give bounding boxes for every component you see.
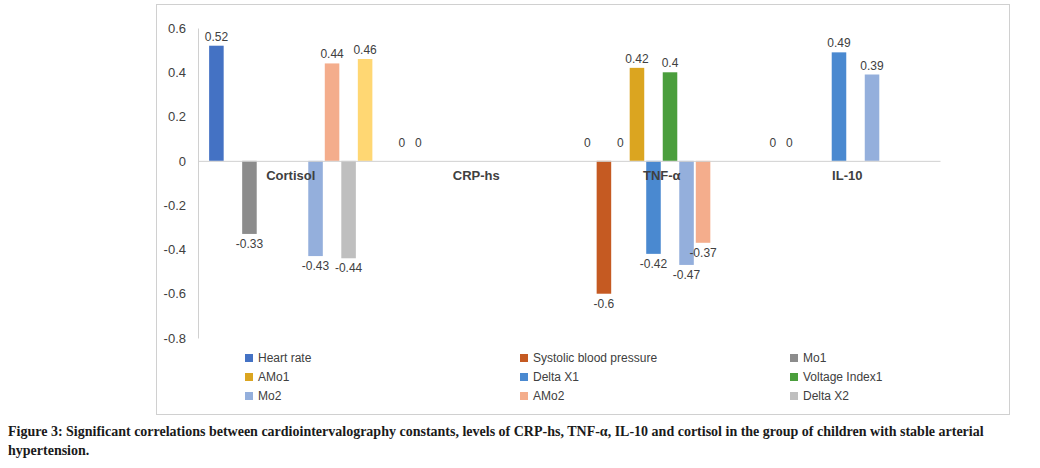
legend-item: Mo2 <box>245 389 282 403</box>
legend-item: Delta X2 <box>790 389 849 403</box>
legend-label: Mo1 <box>803 351 827 365</box>
y-tick-label: 0.4 <box>168 65 186 80</box>
y-tick: 0.2 <box>168 109 198 124</box>
y-tick-label: 0.2 <box>168 109 186 124</box>
data-label: -0.37 <box>689 246 717 260</box>
y-tick: 0.4 <box>168 65 198 80</box>
legend-swatch <box>790 373 798 381</box>
bar <box>242 161 257 234</box>
caption-line: hypertension. <box>8 443 89 458</box>
data-label: 0 <box>617 136 624 150</box>
bar <box>325 63 340 160</box>
data-label: 0 <box>399 136 406 150</box>
y-tick-label: -0.4 <box>164 242 186 257</box>
y-tick-label: -0.2 <box>164 198 186 213</box>
bar <box>663 72 678 161</box>
x-tick-label: IL-10 <box>832 168 862 183</box>
background <box>0 0 1040 468</box>
data-label: 0 <box>415 136 422 150</box>
bars <box>209 46 879 294</box>
caption: Figure 3: Significant correlations betwe… <box>8 424 984 458</box>
data-label: -0.47 <box>673 268 701 282</box>
bar <box>696 161 711 243</box>
data-label: 0 <box>786 136 793 150</box>
bar <box>832 52 847 161</box>
data-label: 0.42 <box>625 52 649 66</box>
chart-frame <box>157 5 1010 415</box>
bar <box>341 161 356 258</box>
legend-label: Systolic blood pressure <box>533 351 657 365</box>
legend-swatch <box>520 354 528 362</box>
data-label: 0 <box>770 136 777 150</box>
data-label: 0 <box>584 136 591 150</box>
legend-swatch <box>520 373 528 381</box>
legend: Heart rate Systolic blood pressure Mo1 AMo1… <box>245 351 883 403</box>
bar <box>209 46 224 161</box>
legend-label: Heart rate <box>258 351 312 365</box>
y-tick: -0.6 <box>164 286 198 301</box>
legend-label: Delta X2 <box>803 389 849 403</box>
y-tick: -0.2 <box>164 198 198 213</box>
y-tick-label: 0.6 <box>168 21 186 36</box>
legend-item: Voltage Index1 <box>790 370 883 384</box>
legend-swatch <box>790 354 798 362</box>
data-label: 0.52 <box>205 30 229 44</box>
data-label: 0.39 <box>860 59 884 73</box>
legend-label: Delta X1 <box>533 370 579 384</box>
legend-item: Heart rate <box>245 351 312 365</box>
y-tick: -0.8 <box>164 331 198 346</box>
y-tick-label: -0.8 <box>164 331 186 346</box>
y-tick-label: 0 <box>179 154 186 169</box>
legend-swatch <box>245 392 253 400</box>
y-tick: -0.4 <box>164 242 198 257</box>
legend-label: Voltage Index1 <box>803 370 883 384</box>
legend-label: AMo2 <box>533 389 565 403</box>
x-axis-line <box>199 161 941 162</box>
legend-swatch <box>790 392 798 400</box>
legend-label: AMo1 <box>258 370 290 384</box>
data-label: -0.33 <box>236 237 264 251</box>
x-tick-label: Cortisol <box>266 168 315 183</box>
legend-swatch <box>245 354 253 362</box>
data-labels: 0.520000-0.60-0.3300.42-0.420.490.4-0.43… <box>205 30 884 311</box>
x-tick: IL-10 <box>832 161 862 183</box>
legend-item: AMo1 <box>245 370 290 384</box>
chart-svg: -0.8 -0.6 -0.4 -0.2 0 0.2 0.4 0.6 Cortisol CRP-hs… <box>0 0 1040 468</box>
data-label: -0.6 <box>594 297 615 311</box>
x-tick: TNF-α <box>643 161 681 183</box>
bar <box>358 59 373 161</box>
y-tick: 0.6 <box>168 21 198 36</box>
data-label: -0.42 <box>640 257 668 271</box>
y-tick: 0 <box>179 154 198 169</box>
x-tick-label: TNF-α <box>643 168 681 183</box>
data-label: 0.46 <box>353 43 377 57</box>
x-axis: Cortisol CRP-hs TNF-α IL-10 <box>199 161 941 183</box>
y-tick-label: -0.6 <box>164 286 186 301</box>
bar <box>630 68 645 161</box>
data-label: 0.49 <box>827 36 851 50</box>
legend-item: Delta X1 <box>520 370 579 384</box>
bar <box>865 75 880 161</box>
legend-item: AMo2 <box>520 389 565 403</box>
data-label: 0.4 <box>662 56 679 70</box>
data-label: 0.44 <box>320 47 344 61</box>
legend-label: Mo2 <box>258 389 282 403</box>
data-label: -0.44 <box>335 261 363 275</box>
bar <box>597 161 612 294</box>
legend-item: Mo1 <box>790 351 827 365</box>
y-axis: -0.8 -0.6 -0.4 -0.2 0 0.2 0.4 0.6 <box>164 21 199 346</box>
caption-line: Figure 3: Significant correlations betwe… <box>8 424 984 439</box>
x-tick: CRP-hs <box>453 161 500 183</box>
legend-swatch <box>520 392 528 400</box>
data-label: -0.43 <box>302 259 330 273</box>
x-tick: Cortisol <box>266 161 315 183</box>
y-axis-line <box>198 29 199 339</box>
x-tick-label: CRP-hs <box>453 168 500 183</box>
legend-item: Systolic blood pressure <box>520 351 657 365</box>
legend-swatch <box>245 373 253 381</box>
